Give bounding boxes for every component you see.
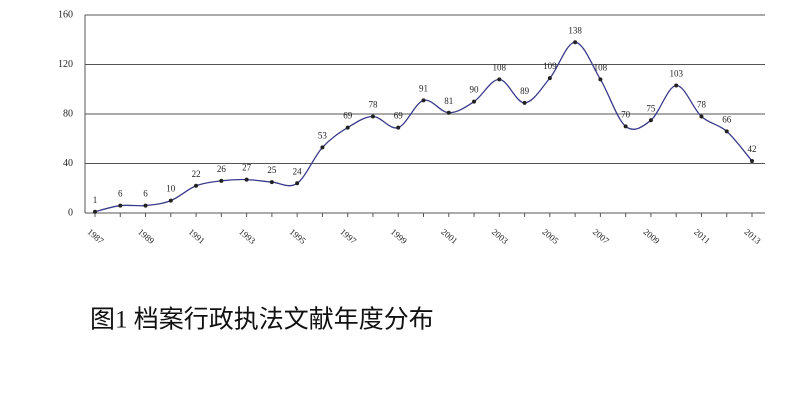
- data-label: 91: [419, 83, 428, 93]
- x-tick-label: 2011: [692, 227, 712, 246]
- y-tick-label: 0: [68, 207, 73, 218]
- point: [370, 114, 375, 119]
- data-label: 108: [594, 62, 608, 72]
- data-label: 138: [568, 25, 582, 35]
- x-tick-label: 1991: [187, 227, 207, 246]
- y-tick-label: 120: [58, 59, 73, 70]
- point: [118, 203, 123, 208]
- data-label: 103: [669, 69, 683, 79]
- point: [497, 77, 502, 82]
- data-label: 53: [318, 130, 328, 140]
- data-label: 24: [293, 166, 303, 176]
- x-tick-label: 2009: [641, 227, 662, 247]
- data-label: 1: [93, 195, 98, 205]
- point: [674, 83, 679, 88]
- point: [143, 203, 148, 208]
- point: [648, 118, 653, 123]
- data-label: 70: [621, 109, 631, 119]
- point: [472, 99, 477, 104]
- point: [547, 76, 552, 81]
- point: [598, 77, 603, 82]
- x-tick-label: 1999: [389, 227, 410, 247]
- data-label: 26: [217, 164, 227, 174]
- line: [94, 41, 753, 213]
- x-tick-label: 1989: [136, 227, 157, 247]
- point: [269, 180, 274, 185]
- data-label: 108: [493, 62, 507, 72]
- data-label: 89: [520, 86, 530, 96]
- point: [219, 178, 224, 183]
- y-tick-label: 160: [58, 9, 73, 20]
- data-label: 27: [242, 163, 252, 173]
- x-tick-label: 2005: [540, 227, 561, 247]
- point: [699, 114, 704, 119]
- point: [522, 100, 527, 105]
- point: [320, 145, 325, 150]
- point: [345, 125, 350, 130]
- data-label: 90: [470, 85, 480, 95]
- point: [623, 124, 628, 129]
- data-label: 75: [646, 103, 656, 113]
- point: [724, 129, 729, 134]
- data-label: 69: [343, 111, 353, 121]
- data-label: 81: [444, 96, 453, 106]
- x-tick-label: 2013: [742, 227, 763, 247]
- data-label: 10: [166, 184, 176, 194]
- point: [421, 98, 426, 103]
- point: [750, 159, 754, 164]
- data-label: 6: [143, 189, 148, 199]
- data-label: 22: [192, 169, 201, 179]
- data-label: 66: [722, 114, 732, 124]
- data-label: 78: [697, 100, 707, 110]
- x-tick-label: 2001: [439, 227, 459, 246]
- y-tick-label: 80: [63, 108, 73, 119]
- point: [244, 177, 249, 182]
- chart-title: 图1 档案行政执法文献年度分布: [90, 306, 434, 334]
- point: [194, 183, 199, 188]
- point: [168, 198, 173, 203]
- x-tick-label: 1995: [288, 227, 309, 247]
- x-tick-label: 2007: [591, 227, 612, 247]
- point: [93, 209, 97, 214]
- data-label: 109: [543, 61, 557, 71]
- data-label: 42: [748, 144, 757, 154]
- point: [446, 110, 451, 115]
- data-label: 6: [118, 189, 123, 199]
- data-label: 78: [368, 100, 378, 110]
- point: [295, 181, 300, 186]
- point: [573, 40, 578, 45]
- x-tick-label: 1993: [237, 227, 258, 247]
- x-tick-label: 1987: [85, 227, 106, 247]
- data-label: 25: [267, 165, 277, 175]
- y-tick-label: 40: [63, 158, 73, 169]
- x-tick-label: 1997: [338, 227, 359, 247]
- data-label: 69: [394, 111, 404, 121]
- point: [396, 125, 401, 130]
- x-tick-label: 2003: [490, 227, 511, 247]
